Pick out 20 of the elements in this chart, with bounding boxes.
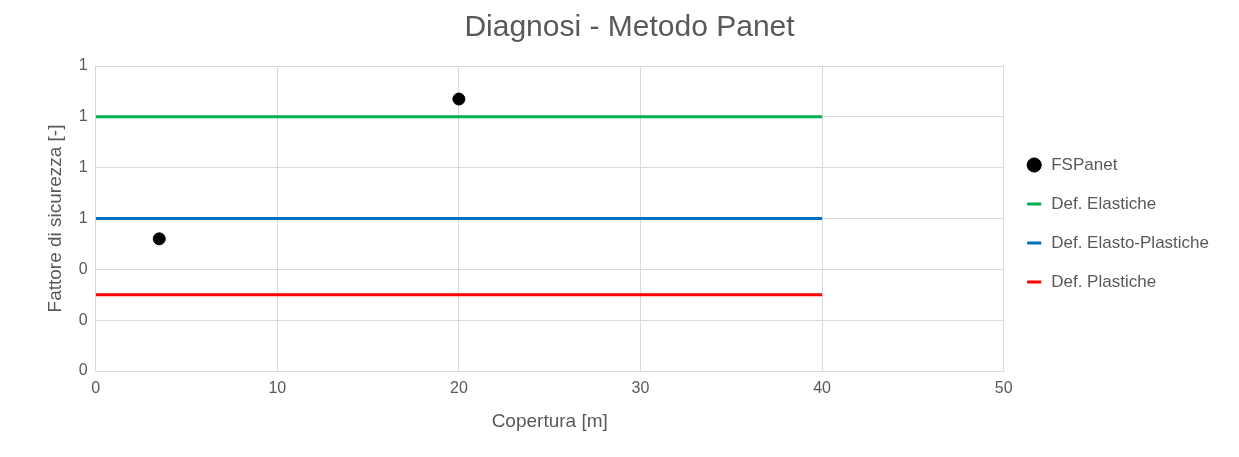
x-tick-label: 40: [813, 379, 832, 397]
y-tick-label: 1: [78, 208, 88, 226]
legend-label: Def. Plastiche: [1051, 271, 1157, 291]
y-tick-label: 0: [78, 361, 88, 379]
y-axis-title: Fattore di sicurezza [-]: [43, 124, 65, 313]
x-tick-label: 20: [450, 379, 468, 397]
y-tick-label: 1: [78, 107, 88, 125]
x-tick-label: 10: [268, 379, 287, 397]
x-tick-label: 0: [91, 379, 101, 397]
legend-label: Def. Elastiche: [1051, 193, 1157, 213]
legend-label: Def. Elasto-Plastiche: [1051, 232, 1210, 252]
legend-label: FSPanet: [1051, 154, 1118, 174]
x-tick-label: 50: [994, 379, 1013, 397]
y-tick-label: 0: [78, 310, 88, 328]
chart-title: Diagnosi - Metodo Panet: [464, 9, 796, 43]
x-axis-title: Copertura [m]: [491, 409, 608, 431]
y-tick-label: 0: [78, 259, 88, 277]
x-tick-label: 30: [631, 379, 650, 397]
y-tick-label: 1: [78, 158, 88, 176]
y-tick-label: 1: [78, 56, 88, 74]
